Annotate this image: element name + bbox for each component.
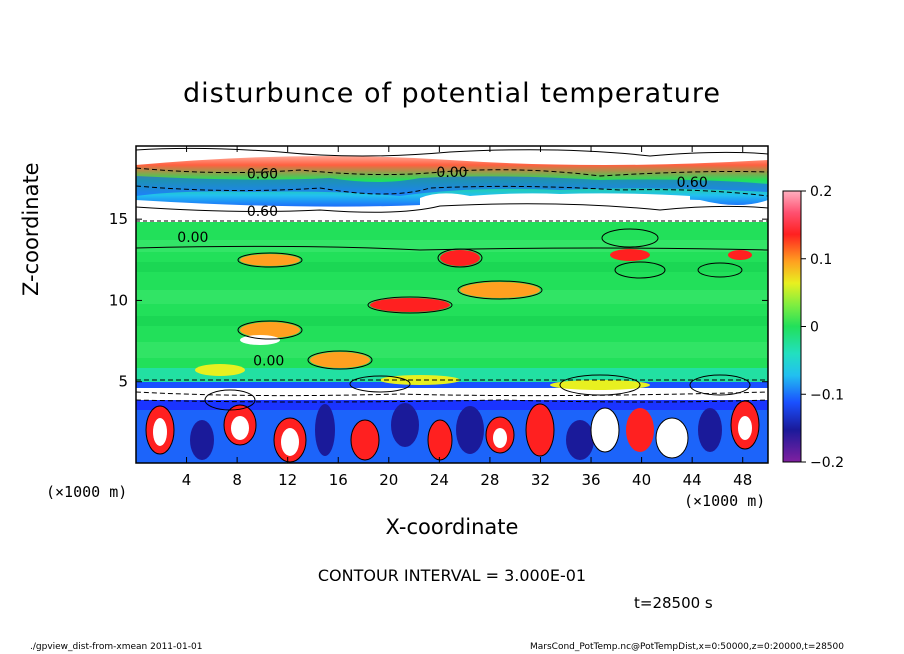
colorbar-tick-label: 0.1 [810,252,832,268]
y-axis-label: Z-coordinate [19,162,44,296]
colorbar-tick-label: 0.2 [810,184,832,200]
y-tick-label: 15 [109,210,128,228]
y-tick-label: 5 [118,373,128,391]
x-unit-right: (×1000 m) [684,492,766,510]
x-tick-label: 24 [430,471,449,489]
x-tick-label: 36 [581,471,600,489]
contour-interval: CONTOUR INTERVAL = 3.000E-01 [317,566,587,585]
x-tick-label: 28 [480,471,499,489]
footer-left: ./gpview_dist-from-xmean 2011-01-01 [30,642,203,652]
plot-frame [135,145,769,464]
x-tick-label: 4 [182,471,192,489]
contour-label: 0.60 [677,175,708,191]
x-tick-label: 44 [683,471,702,489]
x-tick-label: 48 [733,471,752,489]
x-tick-label: 8 [232,471,242,489]
footer-right: MarsCond_PotTemp.nc@PotTempDist,x=0:5000… [530,642,844,652]
colorbar-tick-label: −0.1 [810,387,844,403]
chart-title: disturbunce of potential temperature [183,78,721,109]
y-tick-label: 10 [109,291,128,309]
contour-label: 0.00 [177,230,208,246]
x-tick-label: 12 [278,471,297,489]
x-tick-label: 32 [531,471,550,489]
x-unit-left: (×1000 m) [46,483,128,501]
contour-label: 0.00 [253,354,284,370]
contour-lines [136,147,768,463]
contour-label: 0.60 [247,204,278,220]
x-tick-label: 20 [379,471,398,489]
contour-label: 0.60 [247,167,278,183]
time-label: t=28500 s [634,594,713,612]
colorbar-tick-label: 0 [810,320,819,336]
colorbar-tick-label: −0.2 [810,455,844,471]
x-axis-label: X-coordinate [385,515,519,539]
contour-label: 0.00 [436,165,467,181]
x-tick-label: 16 [329,471,348,489]
colorbar [782,190,802,463]
x-tick-label: 40 [632,471,651,489]
